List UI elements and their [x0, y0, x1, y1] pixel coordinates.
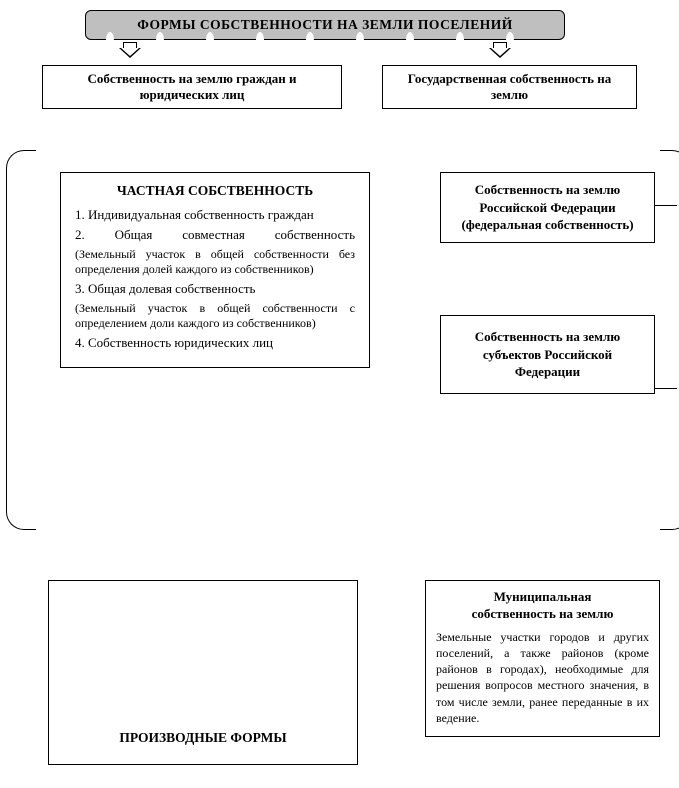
private-item-2: 2. Общая совместная собственность — [75, 227, 355, 243]
derivative-title: ПРОИЗВОДНЫЕ ФОРМЫ — [49, 730, 357, 746]
subjects-ownership-box: Собственность на землю субъектов Российс… — [440, 315, 655, 394]
private-item-3-sub: (Земельный участок в общей собственности… — [75, 301, 355, 331]
private-title: ЧАСТНАЯ СОБСТВЕННОСТЬ — [75, 183, 355, 199]
private-item-4: 4. Собственность юридических лиц — [75, 335, 355, 351]
private-item-1: 1. Индивидуальная собственность граждан — [75, 207, 355, 223]
branch-left-heading: Собственность на землю граждан и юридиче… — [42, 65, 342, 109]
branch-right-heading: Государственная собственность на землю — [382, 65, 637, 109]
private-item-3: 3. Общая долевая собственность — [75, 281, 355, 297]
derivative-forms-box: ПРОИЗВОДНЫЕ ФОРМЫ — [48, 580, 358, 765]
private-ownership-box: ЧАСТНАЯ СОБСТВЕННОСТЬ 1. Индивидуальная … — [60, 172, 370, 368]
federal-ownership-box: Собственность на землю Российской Федера… — [440, 172, 655, 243]
bracket-left — [6, 150, 36, 530]
municipal-body: Земельные участки городов и других посел… — [436, 629, 649, 726]
bracket-right — [660, 150, 679, 530]
diagram-title-band: ФОРМЫ СОБСТВЕННОСТИ НА ЗЕМЛИ ПОСЕЛЕНИЙ — [85, 10, 565, 40]
municipal-ownership-box: Муниципальная собственность на землю Зем… — [425, 580, 660, 737]
diagram-title: ФОРМЫ СОБСТВЕННОСТИ НА ЗЕМЛИ ПОСЕЛЕНИЙ — [137, 17, 513, 33]
private-item-2-sub: (Земельный участок в общей собственности… — [75, 247, 355, 277]
